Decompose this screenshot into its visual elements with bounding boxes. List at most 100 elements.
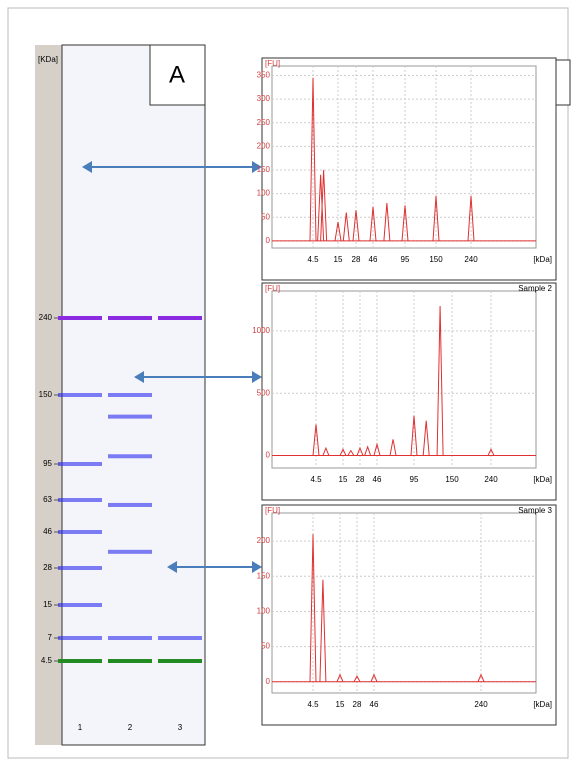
x-tick-label: 240: [474, 700, 488, 709]
gel-band: [158, 659, 202, 663]
gel-band: [108, 659, 152, 663]
gel-band: [108, 316, 152, 320]
peak: [370, 673, 378, 682]
lane-label: 3: [178, 723, 183, 732]
peak: [364, 445, 372, 456]
peak: [322, 446, 330, 456]
peak: [356, 446, 364, 456]
peak: [317, 174, 325, 241]
y-tick-label: 350: [257, 71, 271, 80]
x-axis-label: [kDa]: [533, 475, 552, 484]
x-tick-label: 46: [369, 255, 378, 264]
peak: [487, 448, 495, 456]
y-tick-label: 250: [257, 118, 271, 127]
peak: [389, 439, 397, 456]
x-tick-label: 46: [370, 700, 379, 709]
peak: [339, 448, 347, 456]
gel-tick-label: 150: [39, 390, 53, 399]
peak: [383, 203, 391, 241]
gel-band: [58, 636, 102, 640]
peak: [347, 449, 355, 456]
gel-band: [58, 603, 102, 607]
gel-tick-label: 63: [43, 495, 52, 504]
x-tick-label: 150: [445, 475, 459, 484]
panel-label: A: [169, 61, 185, 88]
y-axis-label: [FU]: [265, 284, 280, 293]
gel-band: [108, 502, 152, 507]
gel-tick-label: 95: [43, 459, 52, 468]
peak: [369, 206, 377, 241]
gel-band: [58, 530, 102, 534]
peak: [467, 195, 475, 241]
peak: [410, 415, 418, 456]
gel-band: [58, 659, 102, 663]
x-axis-label: [kDa]: [533, 255, 552, 264]
chart-title: Sample 3: [518, 506, 552, 515]
peak: [373, 442, 381, 456]
y-tick-label: 1000: [252, 326, 270, 335]
gel-tick-label: 240: [39, 313, 53, 322]
y-tick-label: 0: [266, 677, 271, 686]
y-tick-label: 200: [257, 536, 271, 545]
gel-band: [58, 393, 102, 397]
x-tick-label: 15: [334, 255, 343, 264]
peak: [312, 424, 320, 456]
arrows: [82, 161, 262, 573]
peak: [336, 673, 344, 682]
gel-tick-label: 15: [43, 600, 52, 609]
x-tick-label: 28: [352, 255, 361, 264]
gel-band: [158, 636, 202, 640]
x-tick-label: 4.5: [307, 255, 319, 264]
x-tick-label: 4.5: [307, 700, 319, 709]
y-tick-label: 50: [261, 642, 270, 651]
peak: [320, 169, 328, 241]
y-tick-label: 0: [266, 236, 271, 245]
x-axis-label: [kDa]: [533, 700, 552, 709]
x-tick-label: 240: [464, 255, 478, 264]
peak: [432, 195, 440, 241]
x-tick-label: 95: [401, 255, 410, 264]
y-tick-label: 150: [257, 571, 271, 580]
peak: [353, 675, 361, 682]
lane-label: 2: [128, 723, 133, 732]
gel-band: [58, 498, 102, 502]
y-axis-label: [FU]: [265, 59, 280, 68]
gel-band: [58, 316, 102, 320]
gel-band: [108, 454, 152, 459]
peak: [309, 534, 317, 682]
chart-title: Sample 2: [518, 284, 552, 293]
peak: [342, 212, 350, 241]
peak: [319, 579, 327, 682]
x-tick-label: 95: [410, 475, 419, 484]
y-tick-label: 0: [266, 451, 271, 460]
gel-band: [108, 549, 152, 554]
x-tick-label: 28: [356, 475, 365, 484]
y-tick-label: 500: [257, 388, 271, 397]
gel-tick-label: 4.5: [41, 656, 53, 665]
y-tick-label: 100: [257, 189, 271, 198]
peak: [436, 305, 444, 456]
gel-band: [108, 636, 152, 640]
gel-band: [58, 566, 102, 570]
x-tick-label: 15: [336, 700, 345, 709]
label-box: [149, 44, 206, 106]
y-tick-label: 200: [257, 141, 271, 150]
y-tick-label: 100: [257, 607, 271, 616]
x-tick-label: 28: [353, 700, 362, 709]
x-tick-label: 240: [484, 475, 498, 484]
gel-tick-label: 7: [48, 633, 53, 642]
gel-tick-label: 28: [43, 563, 52, 572]
gel-band: [108, 393, 152, 397]
peak: [352, 210, 360, 241]
x-tick-label: 15: [339, 475, 348, 484]
y-axis-label: [FU]: [265, 506, 280, 515]
gel-tick-label: 46: [43, 527, 52, 536]
x-tick-label: 150: [429, 255, 443, 264]
frame: [7, 7, 569, 759]
x-tick-label: 4.5: [310, 475, 322, 484]
peak: [422, 420, 430, 456]
gel-band: [158, 316, 202, 320]
gel-band: [108, 414, 152, 419]
lane-label: 1: [78, 723, 83, 732]
